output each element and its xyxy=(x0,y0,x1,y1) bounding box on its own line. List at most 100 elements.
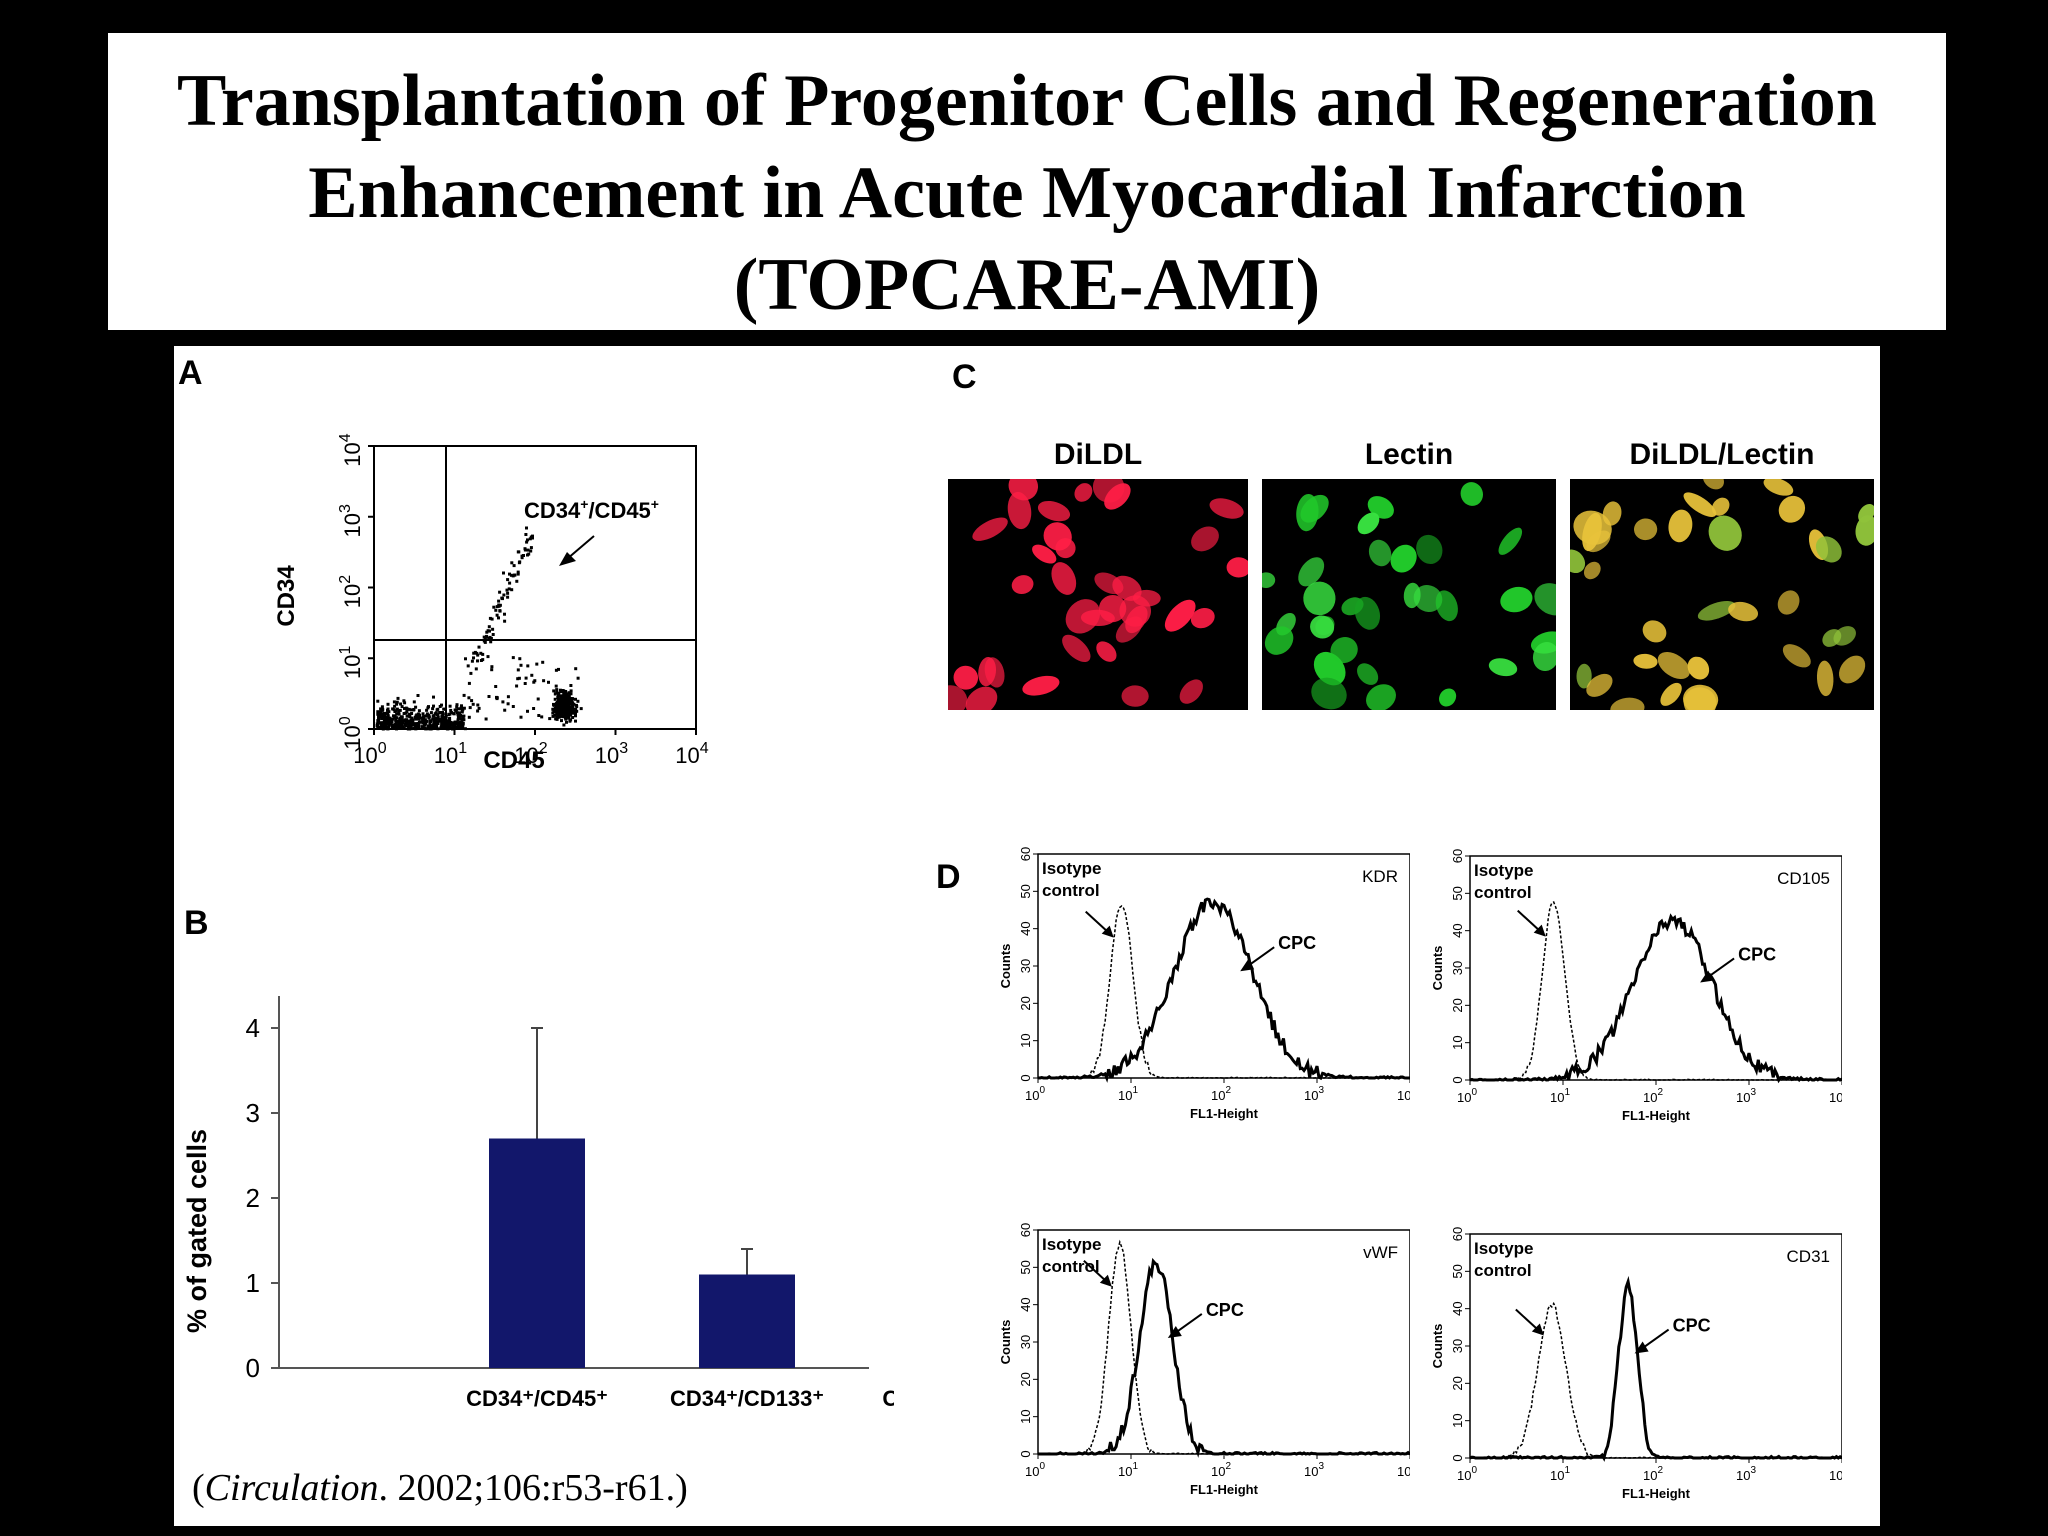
event-dot xyxy=(440,721,444,725)
event-dot xyxy=(556,696,560,699)
y-tick-label: 20 xyxy=(1450,1376,1465,1390)
event-dot xyxy=(466,664,470,668)
event-dot xyxy=(568,711,572,714)
x-tick-label: 102 xyxy=(514,740,547,768)
event-dot xyxy=(393,704,397,708)
cell xyxy=(1532,641,1556,672)
histogram-cd31: 0 10 20 30 40 50 60 100 101 102 103 104 Counts FL1-He… xyxy=(1430,1227,1842,1501)
event-dot xyxy=(386,714,390,718)
event-dot xyxy=(408,715,412,719)
event-dot xyxy=(552,703,556,707)
y-tick-label: 4 xyxy=(246,1013,260,1043)
y-tick-label: 40 xyxy=(1450,923,1465,937)
event-dot xyxy=(574,711,577,715)
event-dot xyxy=(426,724,430,728)
x-axis-ticks: 100 101 102 103 104 xyxy=(353,729,709,768)
gate-arrowhead xyxy=(559,552,576,566)
event-dot xyxy=(407,707,411,711)
event-dot xyxy=(556,701,560,705)
event-dot xyxy=(509,573,513,577)
cpc-label: CPC xyxy=(1673,1316,1711,1336)
x-tick-label: 101 xyxy=(1118,1085,1138,1103)
cell xyxy=(1062,634,1091,663)
cell xyxy=(1164,599,1196,632)
cell xyxy=(1094,572,1124,595)
cell xyxy=(1354,596,1381,630)
cell xyxy=(1582,512,1602,552)
event-dot xyxy=(517,561,521,565)
event-dot xyxy=(413,716,417,719)
cpc-label: CPC xyxy=(1278,933,1316,953)
y-tick-label: 0 xyxy=(246,1353,260,1383)
event-dot xyxy=(503,612,506,616)
cell xyxy=(1576,663,1592,689)
x-tick-label: 101 xyxy=(434,740,467,768)
cell xyxy=(1583,561,1601,580)
event-dot xyxy=(395,716,399,720)
event-dot xyxy=(393,716,397,720)
event-dot xyxy=(553,697,557,701)
event-dot xyxy=(433,721,437,725)
x-tick-label: 102 xyxy=(1211,1461,1231,1479)
event-dot xyxy=(394,720,398,723)
histogram-kdr: 0 10 20 30 40 50 60 100 101 102 103 104 Counts FL1-He… xyxy=(998,847,1410,1121)
event-dot xyxy=(557,667,560,671)
event-dot xyxy=(446,719,449,723)
event-dot xyxy=(402,726,406,730)
event-dot xyxy=(471,702,475,706)
event-dot xyxy=(485,630,489,634)
event-dot xyxy=(442,707,446,711)
event-dot xyxy=(449,708,453,712)
event-dot xyxy=(402,712,406,715)
event-dot xyxy=(440,714,444,718)
cell xyxy=(1498,527,1523,555)
x-tick-label: 101 xyxy=(1118,1461,1138,1479)
y-tick-label: 50 xyxy=(1450,1264,1465,1278)
cell xyxy=(1500,586,1533,613)
event-dot xyxy=(555,710,559,714)
x-tick-label: 103 xyxy=(1304,1085,1324,1103)
event-dot xyxy=(403,707,406,710)
event-dot xyxy=(498,603,502,607)
event-dot xyxy=(547,680,550,684)
event-dot xyxy=(458,711,461,715)
event-dot xyxy=(557,705,561,709)
event-dot xyxy=(432,695,435,699)
event-dot xyxy=(525,540,529,544)
y-tick-label: 20 xyxy=(1018,996,1033,1010)
event-dot xyxy=(477,706,481,710)
event-dot xyxy=(560,702,564,706)
event-dot xyxy=(541,660,545,664)
event-dot xyxy=(462,714,466,718)
event-dot xyxy=(435,708,439,712)
cell xyxy=(1092,479,1125,503)
event-dot xyxy=(551,707,555,711)
event-dot xyxy=(421,716,425,720)
y-tick-label: 50 xyxy=(1018,1260,1033,1274)
y-tick-label: 40 xyxy=(1450,1301,1465,1315)
event-dot xyxy=(408,712,412,716)
event-dot xyxy=(391,723,394,727)
cell xyxy=(1816,660,1834,697)
y-axis-label: % of gated cells xyxy=(182,1129,212,1333)
marker-label: CD31 xyxy=(1787,1247,1830,1266)
y-tick-label: 2 xyxy=(246,1183,260,1213)
event-dot xyxy=(393,714,397,718)
histogram-vwf: 0 10 20 30 40 50 60 100 101 102 103 104 Counts FL1-He… xyxy=(998,1223,1410,1497)
event-dot xyxy=(477,645,481,649)
cpc-arrowhead xyxy=(1634,1341,1649,1354)
event-dot xyxy=(398,726,402,730)
event-dot xyxy=(376,710,380,714)
event-dot xyxy=(397,723,401,727)
event-dot xyxy=(519,663,523,667)
cpc-arrowhead xyxy=(1167,1325,1182,1338)
y-axis-label: Counts xyxy=(998,1320,1013,1365)
event-dot xyxy=(551,714,555,718)
x-tick-label: 100 xyxy=(353,740,386,768)
isotype-label: control xyxy=(1474,1261,1532,1280)
cell xyxy=(1435,590,1458,622)
event-dot xyxy=(426,727,430,731)
event-dot xyxy=(389,719,393,723)
event-dot xyxy=(377,717,381,721)
event-dot xyxy=(385,716,389,720)
